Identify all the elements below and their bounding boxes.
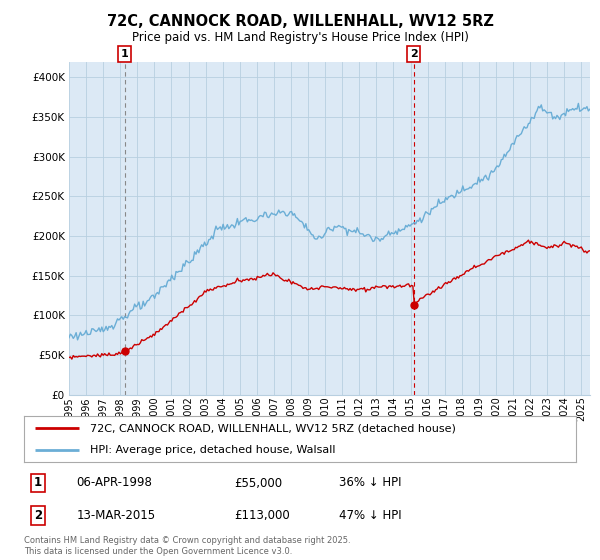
Text: 1: 1	[34, 477, 42, 489]
Text: 47% ↓ HPI: 47% ↓ HPI	[338, 508, 401, 522]
Text: Price paid vs. HM Land Registry's House Price Index (HPI): Price paid vs. HM Land Registry's House …	[131, 31, 469, 44]
Text: 72C, CANNOCK ROAD, WILLENHALL, WV12 5RZ (detached house): 72C, CANNOCK ROAD, WILLENHALL, WV12 5RZ …	[90, 423, 456, 433]
Text: £113,000: £113,000	[234, 508, 290, 522]
Text: 72C, CANNOCK ROAD, WILLENHALL, WV12 5RZ: 72C, CANNOCK ROAD, WILLENHALL, WV12 5RZ	[107, 14, 493, 29]
Text: 2: 2	[410, 49, 418, 59]
Bar	[125, 62, 414, 395]
Text: Contains HM Land Registry data © Crown copyright and database right 2025.
This d: Contains HM Land Registry data © Crown c…	[24, 536, 350, 556]
Text: 13-MAR-2015: 13-MAR-2015	[76, 508, 155, 522]
Text: 1: 1	[121, 49, 129, 59]
Text: 2: 2	[34, 508, 42, 522]
Text: HPI: Average price, detached house, Walsall: HPI: Average price, detached house, Wals…	[90, 445, 336, 455]
Text: 06-APR-1998: 06-APR-1998	[76, 477, 152, 489]
Text: 36% ↓ HPI: 36% ↓ HPI	[338, 477, 401, 489]
Text: £55,000: £55,000	[234, 477, 282, 489]
